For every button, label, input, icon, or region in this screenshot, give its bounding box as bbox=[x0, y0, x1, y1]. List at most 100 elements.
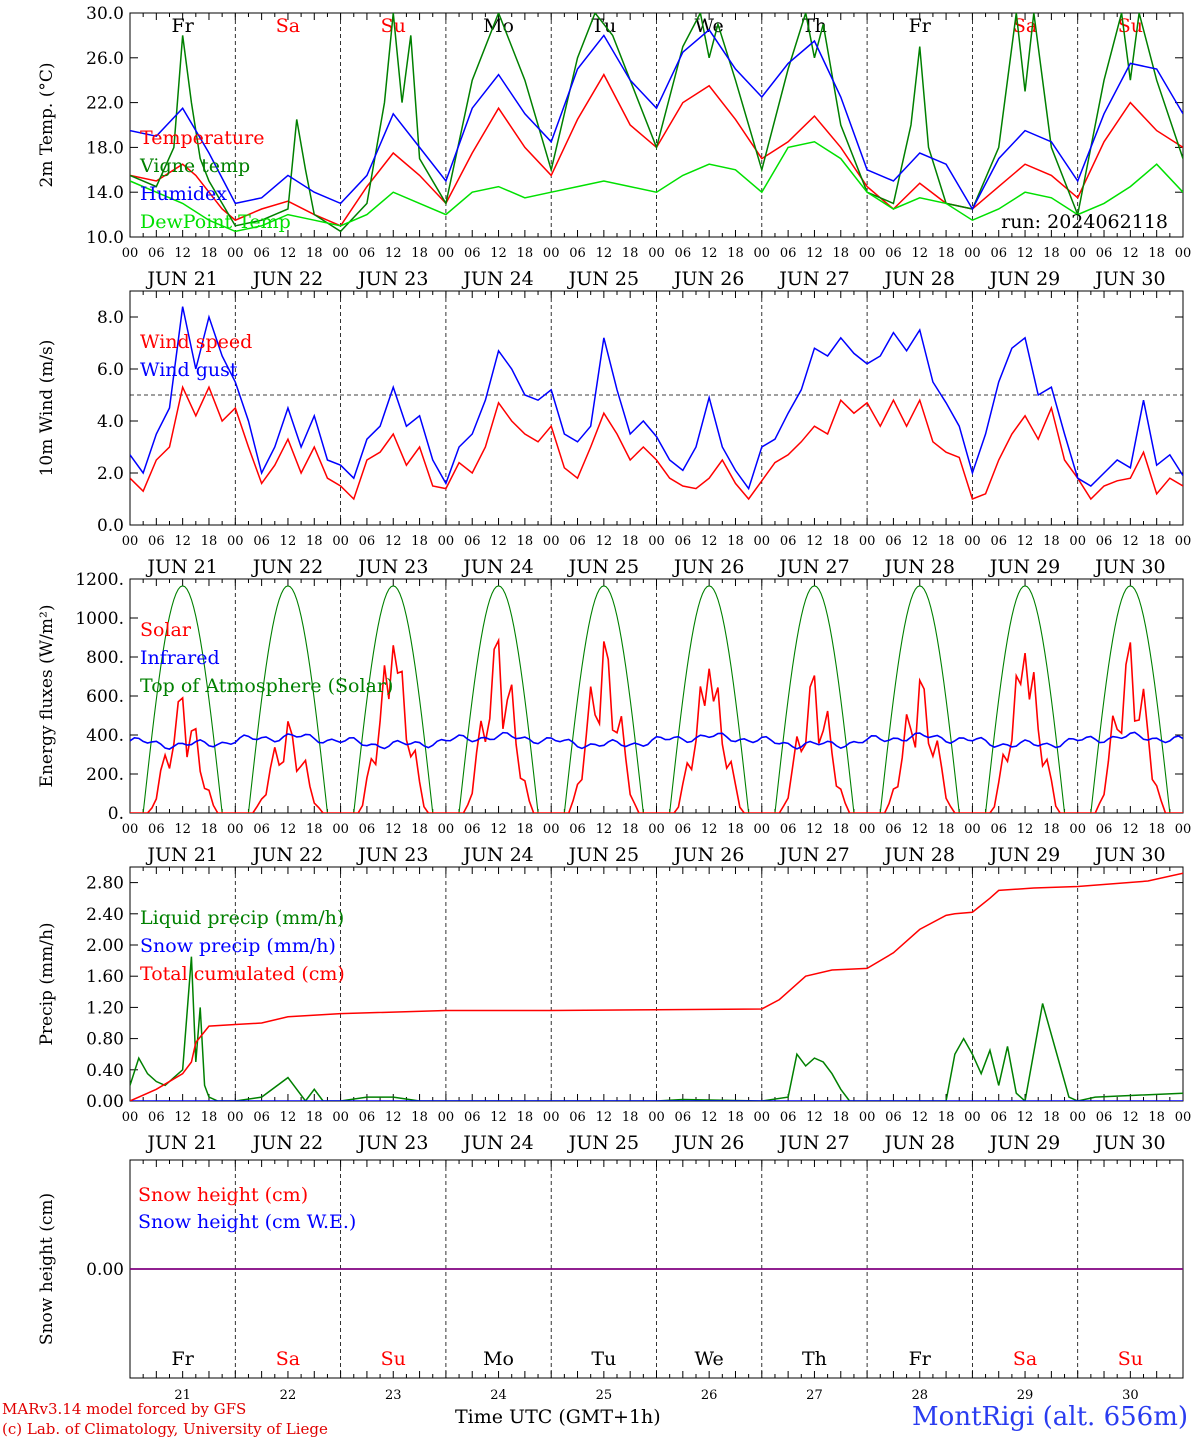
precip-hour-label: 06 bbox=[1096, 1110, 1113, 1125]
precip-hour-label: 18 bbox=[1148, 1110, 1165, 1125]
temp-hour-label: 12 bbox=[596, 246, 613, 261]
wind-legend-entry: Wind gust bbox=[140, 359, 238, 381]
precip-hour-label: 00 bbox=[1069, 1110, 1086, 1125]
energy-hour-label: 12 bbox=[806, 822, 823, 837]
day-number-label: 28 bbox=[911, 1388, 928, 1403]
energy-hour-label: 00 bbox=[754, 822, 771, 837]
energy-date-label: JUN 21 bbox=[145, 844, 217, 866]
energy-hour-label: 18 bbox=[306, 822, 323, 837]
precip-hour-label: 06 bbox=[675, 1110, 692, 1125]
solar-line bbox=[130, 637, 1183, 813]
day-number-label: 27 bbox=[806, 1388, 823, 1403]
energy-legend-entry: Infrared bbox=[140, 647, 220, 669]
precip-legend-entry: Liquid precip (mm/h) bbox=[140, 907, 344, 929]
energy-y-label: Energy fluxes (W/m²) bbox=[37, 605, 57, 788]
day-number-label: 29 bbox=[1017, 1388, 1034, 1403]
temp-date-label: JUN 21 bbox=[145, 268, 217, 290]
wind-hour-label: 12 bbox=[911, 534, 928, 549]
temp-weekday-label: Su bbox=[381, 15, 406, 37]
wind-hour-label: 12 bbox=[806, 534, 823, 549]
wind-date-label: JUN 30 bbox=[1093, 556, 1165, 578]
temp-hour-label: 00 bbox=[648, 246, 665, 261]
precip-hour-label: 18 bbox=[1043, 1110, 1060, 1125]
energy-hour-label: 00 bbox=[859, 822, 876, 837]
precip-hour-label: 18 bbox=[938, 1110, 955, 1125]
precip-date-label: JUN 27 bbox=[777, 1132, 849, 1154]
temp-hour-label: 00 bbox=[438, 246, 455, 261]
energy-y-tick-label: 800. bbox=[86, 648, 124, 668]
temp-legend-entry: Vigne temp bbox=[139, 155, 250, 177]
wind-hour-label: 12 bbox=[701, 534, 718, 549]
wind-date-label: JUN 29 bbox=[988, 556, 1060, 578]
temp-legend-entry: Humidex bbox=[140, 183, 227, 205]
precip-hour-label: 12 bbox=[911, 1110, 928, 1125]
energy-hour-label: 12 bbox=[1122, 822, 1139, 837]
temp-hour-label: 12 bbox=[701, 246, 718, 261]
day-number-label: 30 bbox=[1122, 1388, 1139, 1403]
temp-weekday-label: Mo bbox=[483, 15, 514, 37]
precip-hour-label: 12 bbox=[1017, 1110, 1034, 1125]
temp-hour-label: 06 bbox=[675, 246, 692, 261]
temp-date-label: JUN 22 bbox=[251, 268, 323, 290]
precip-hour-label: 06 bbox=[569, 1110, 586, 1125]
precip-hour-label: 00 bbox=[543, 1110, 560, 1125]
wind-hour-label: 12 bbox=[1122, 534, 1139, 549]
temp-hour-label: 18 bbox=[201, 246, 218, 261]
wind-hour-label: 06 bbox=[359, 534, 376, 549]
energy-hour-label: 06 bbox=[990, 822, 1007, 837]
wind-hour-label: 00 bbox=[754, 534, 771, 549]
precip-hour-label: 06 bbox=[464, 1110, 481, 1125]
temp-hour-label: 18 bbox=[306, 246, 323, 261]
temp-date-label: JUN 30 bbox=[1093, 268, 1165, 290]
precip-hour-label: 00 bbox=[227, 1110, 244, 1125]
precip-hour-label: 06 bbox=[885, 1110, 902, 1125]
temp-hour-label: 00 bbox=[227, 246, 244, 261]
temp-weekday-label: Fr bbox=[909, 15, 932, 37]
temp-hour-label: 12 bbox=[490, 246, 507, 261]
energy-date-label: JUN 29 bbox=[988, 844, 1060, 866]
wind-hour-label: 06 bbox=[464, 534, 481, 549]
wind-wind-speed-line bbox=[130, 384, 1183, 501]
wind-hour-label: 06 bbox=[885, 534, 902, 549]
wind-hour-label: 06 bbox=[148, 534, 165, 549]
temp-hour-label: 18 bbox=[833, 246, 850, 261]
wind-hour-label: 12 bbox=[280, 534, 297, 549]
energy-hour-label: 00 bbox=[332, 822, 349, 837]
energy-hour-label: 00 bbox=[1069, 822, 1086, 837]
time-axis-label: Time UTC (GMT+1h) bbox=[455, 1406, 661, 1428]
temp-hour-label: 06 bbox=[990, 246, 1007, 261]
day-number-label: 21 bbox=[174, 1388, 191, 1403]
snow-y-tick-label: 0.00 bbox=[86, 1260, 124, 1280]
wind-y-label: 10m Wind (m/s) bbox=[37, 340, 57, 477]
energy-hour-label: 12 bbox=[385, 822, 402, 837]
energy-hour-label: 06 bbox=[569, 822, 586, 837]
energy-date-label: JUN 28 bbox=[883, 844, 955, 866]
wind-hour-label: 00 bbox=[438, 534, 455, 549]
snow-weekday-label: Fr bbox=[172, 1348, 195, 1370]
wind-hour-label: 06 bbox=[253, 534, 270, 549]
temp-hour-label: 18 bbox=[622, 246, 639, 261]
temp-hour-label: 12 bbox=[806, 246, 823, 261]
precip-hour-label: 18 bbox=[201, 1110, 218, 1125]
wind-hour-label: 18 bbox=[411, 534, 428, 549]
temp-hour-label: 06 bbox=[464, 246, 481, 261]
wind-hour-label: 06 bbox=[569, 534, 586, 549]
precip-legend-entry: Snow precip (mm/h) bbox=[140, 935, 336, 957]
precip-hour-label: 06 bbox=[990, 1110, 1007, 1125]
energy-hour-label: 18 bbox=[727, 822, 744, 837]
temp-hour-label: 06 bbox=[569, 246, 586, 261]
energy-hour-label: 00 bbox=[1175, 822, 1192, 837]
precip-hour-label: 00 bbox=[122, 1110, 139, 1125]
day-number-label: 26 bbox=[701, 1388, 718, 1403]
wind-hour-label: 18 bbox=[622, 534, 639, 549]
day-number-label: 22 bbox=[280, 1388, 297, 1403]
temp-hour-label: 18 bbox=[1043, 246, 1060, 261]
precip-date-label: JUN 24 bbox=[461, 1132, 533, 1154]
temp-date-label: JUN 25 bbox=[567, 268, 639, 290]
energy-hour-label: 06 bbox=[359, 822, 376, 837]
wind-date-label: JUN 21 bbox=[145, 556, 217, 578]
wind-hour-label: 18 bbox=[201, 534, 218, 549]
temp-hour-label: 00 bbox=[754, 246, 771, 261]
energy-hour-label: 12 bbox=[1017, 822, 1034, 837]
snow-legend-entry: Snow height (cm) bbox=[138, 1184, 308, 1206]
